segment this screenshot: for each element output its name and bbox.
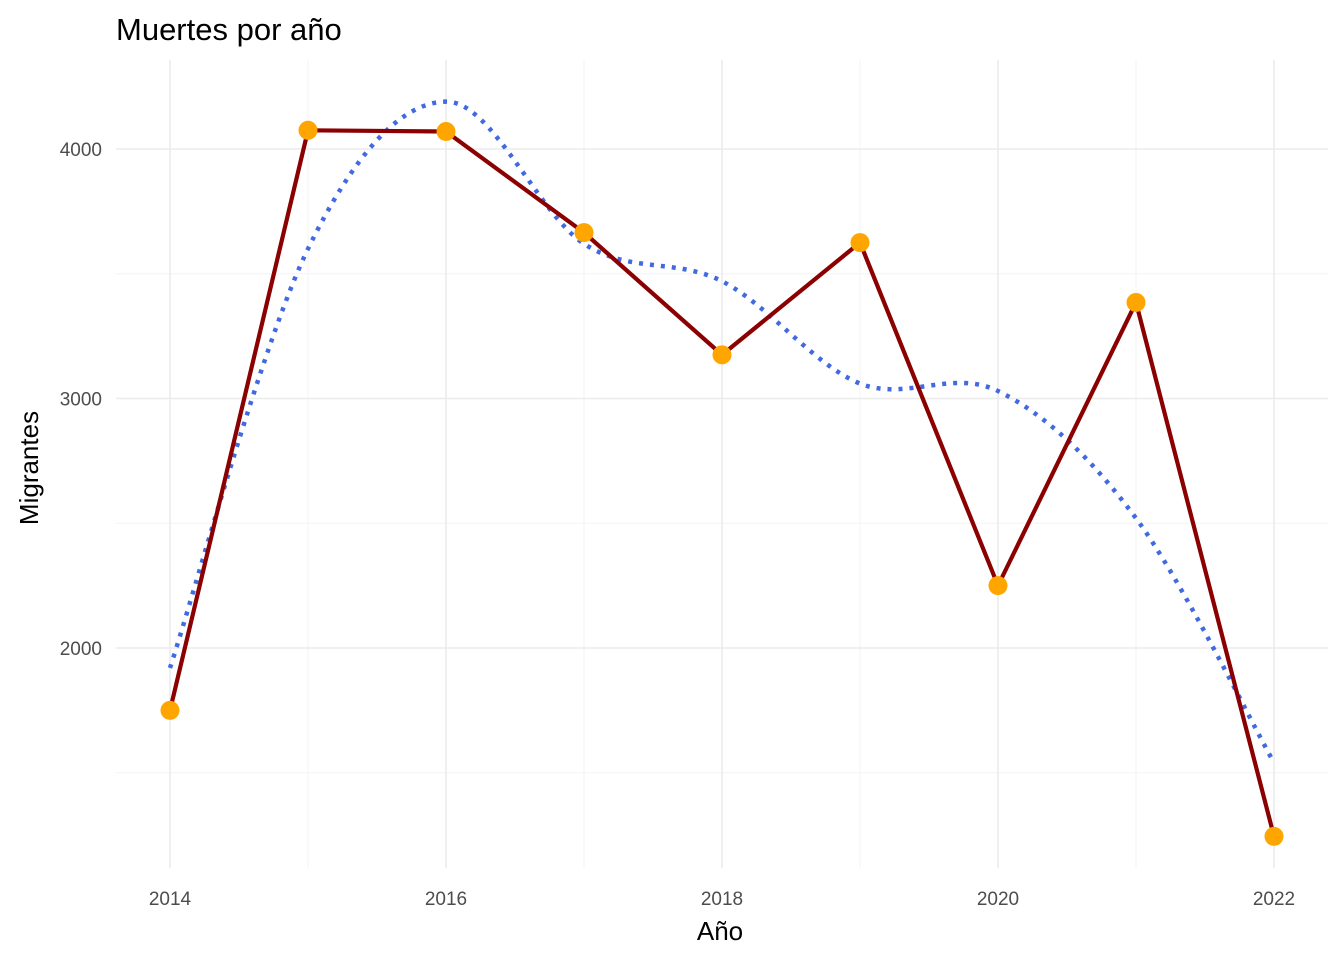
y-tick-label: 2000 (60, 639, 102, 660)
data-point (1126, 292, 1146, 312)
chart-title: Muertes por año (116, 12, 342, 47)
data-point (988, 576, 1008, 596)
trend-line-dotted (167, 99, 1276, 764)
data-point (712, 345, 732, 365)
x-tick-label: 2018 (701, 889, 743, 910)
series-layer (160, 99, 1284, 846)
data-point (1264, 826, 1284, 846)
x-tick-label: 2014 (149, 889, 192, 910)
data-point (574, 223, 594, 243)
data-point (436, 122, 456, 142)
x-axis-title: Año (697, 916, 743, 946)
data-point (850, 233, 870, 253)
grid (116, 60, 1328, 868)
data-point (298, 120, 318, 140)
data-point (160, 700, 180, 720)
x-tick-label: 2022 (1253, 889, 1295, 910)
y-axis-title: Migrantes (14, 411, 44, 525)
tick-labels: 2014 2016 2018 2020 2022 2000 3000 4000 (60, 140, 1295, 910)
y-tick-label: 4000 (60, 140, 102, 161)
y-tick-label: 3000 (60, 390, 102, 411)
x-tick-label: 2016 (425, 889, 467, 910)
x-tick-label: 2020 (977, 889, 1019, 910)
